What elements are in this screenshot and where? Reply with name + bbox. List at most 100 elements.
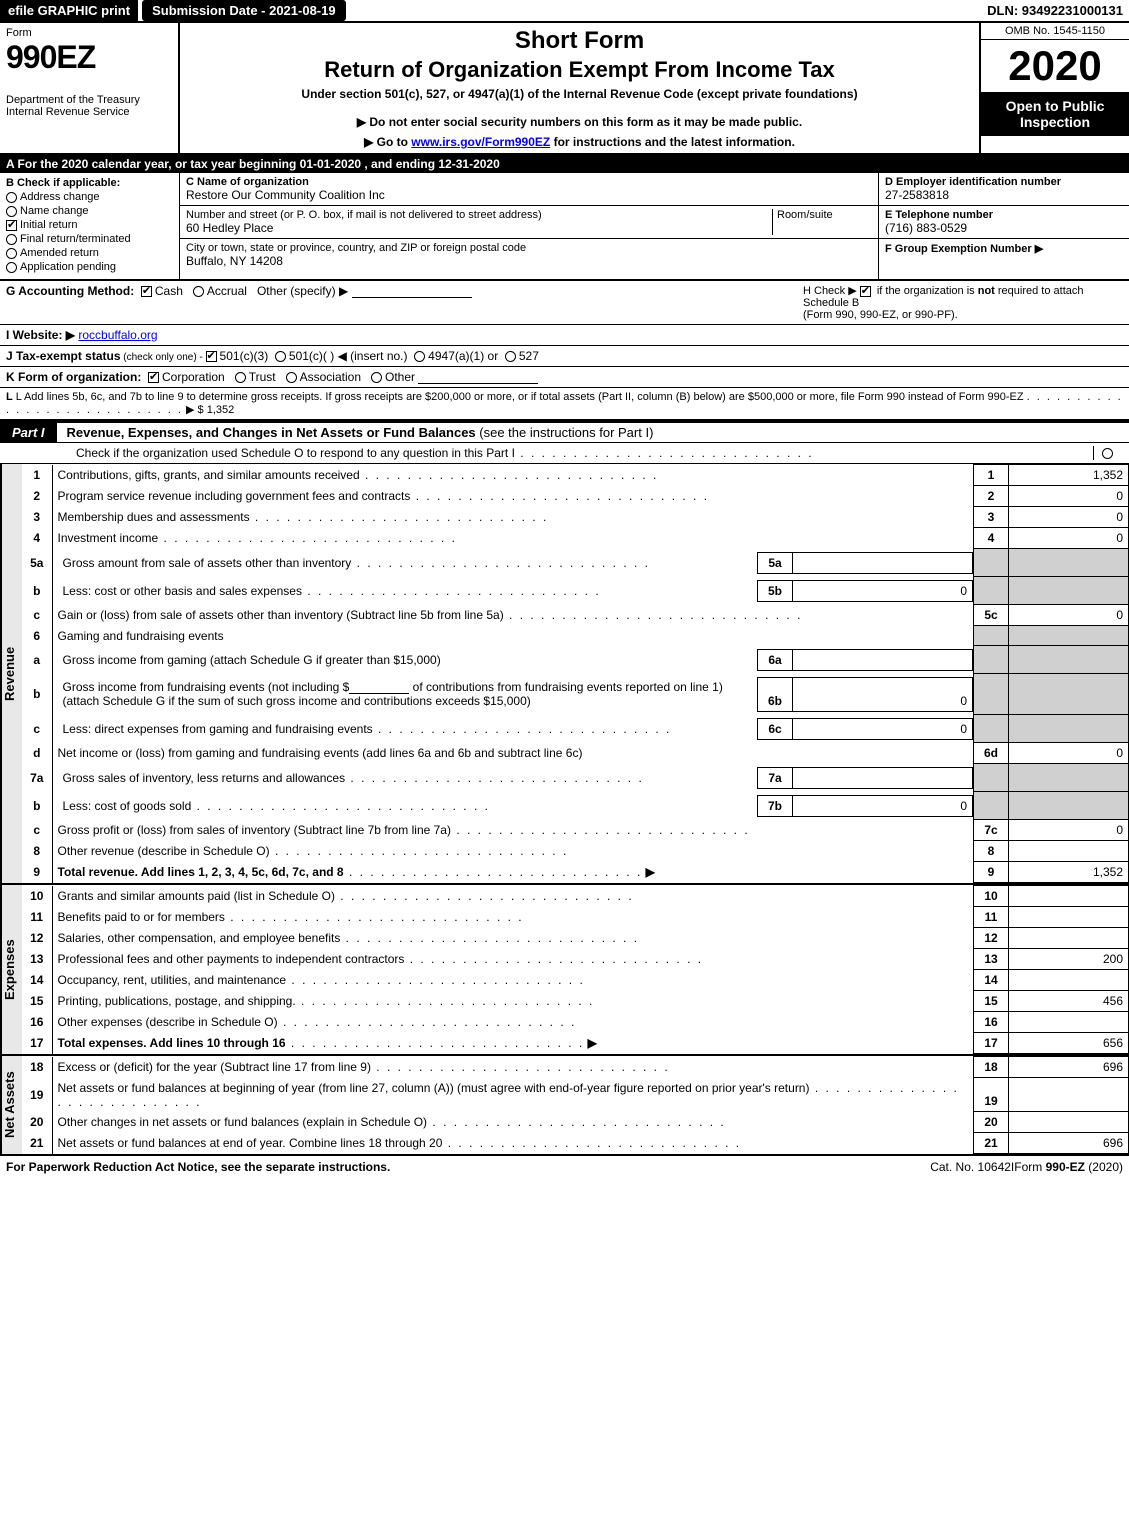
website-link[interactable]: roccbuffalo.org: [78, 328, 157, 342]
org-city: Buffalo, NY 14208: [186, 254, 872, 268]
amt-18: 696: [1009, 1057, 1129, 1078]
amt-14: [1009, 970, 1129, 991]
netassets-side-label: Net Assets: [0, 1056, 22, 1154]
e-tel-label: E Telephone number: [885, 209, 1123, 221]
k-corp[interactable]: [148, 372, 159, 383]
c-addr-label: Number and street (or P. O. box, if mail…: [186, 209, 772, 221]
expenses-section: Expenses 10Grants and similar amounts pa…: [0, 885, 1129, 1056]
header-left: Form 990EZ Department of the Treasury In…: [0, 23, 180, 153]
revenue-side-label: Revenue: [0, 464, 22, 883]
g-other-value[interactable]: [352, 297, 472, 298]
c-city-label: City or town, state or province, country…: [186, 242, 872, 254]
section-d-e-f: D Employer identification number 27-2583…: [879, 173, 1129, 279]
org-address: 60 Hedley Place: [186, 221, 772, 235]
dln: DLN: 93492231000131: [987, 3, 1129, 18]
amt-15: 456: [1009, 991, 1129, 1012]
footer-right: Form 990-EZ (2020): [1014, 1160, 1123, 1174]
line-l: L L Add lines 5b, 6c, and 7b to line 9 t…: [0, 388, 1129, 421]
chk-address-change[interactable]: Address change: [6, 191, 173, 203]
chk-initial-return[interactable]: Initial return: [6, 219, 173, 231]
g-label: G Accounting Method:: [6, 284, 134, 298]
netassets-section: Net Assets 18Excess or (deficit) for the…: [0, 1056, 1129, 1156]
c-name-label: C Name of organization: [186, 176, 872, 188]
j-501c[interactable]: [275, 351, 286, 362]
amt-5c: 0: [1009, 605, 1129, 626]
amt-9: 1,352: [1009, 862, 1129, 883]
amt-7c: 0: [1009, 820, 1129, 841]
g-accrual-check[interactable]: [193, 286, 204, 297]
amt-20: [1009, 1112, 1129, 1133]
amt-21: 696: [1009, 1133, 1129, 1154]
amt-4: 0: [1009, 528, 1129, 549]
j-label: J Tax-exempt status: [6, 349, 121, 363]
amt-3: 0: [1009, 507, 1129, 528]
irs-link[interactable]: www.irs.gov/Form990EZ: [411, 135, 550, 149]
amt-16: [1009, 1012, 1129, 1033]
revenue-table: 1Contributions, gifts, grants, and simil…: [22, 464, 1129, 883]
part1-tab: Part I: [0, 423, 57, 442]
efile-label[interactable]: efile GRAPHIC print: [0, 0, 138, 21]
revenue-section: Revenue 1Contributions, gifts, grants, a…: [0, 464, 1129, 885]
top-bar: efile GRAPHIC print Submission Date - 20…: [0, 0, 1129, 23]
k-label: K Form of organization:: [6, 370, 141, 384]
netassets-table: 18Excess or (deficit) for the year (Subt…: [22, 1056, 1129, 1154]
amt-11: [1009, 907, 1129, 928]
sub3-pre: ▶ Go to: [364, 135, 411, 149]
amt-13: 200: [1009, 949, 1129, 970]
line-k: K Form of organization: Corporation Trus…: [0, 367, 1129, 388]
part1-check[interactable]: [1102, 448, 1113, 459]
open-to-public: Open to Public Inspection: [981, 92, 1129, 136]
page-footer: For Paperwork Reduction Act Notice, see …: [0, 1156, 1129, 1178]
submission-date: Submission Date - 2021-08-19: [142, 0, 346, 21]
j-501c3[interactable]: [206, 351, 217, 362]
h-check[interactable]: [860, 286, 871, 297]
line-h: H Check ▶ if the organization is not req…: [803, 284, 1123, 321]
tax-year: 2020: [981, 40, 1129, 92]
entity-block: B Check if applicable: Address change Na…: [0, 173, 1129, 281]
line-a: A For the 2020 calendar year, or tax yea…: [0, 155, 1129, 173]
d-ein-label: D Employer identification number: [885, 176, 1123, 188]
amt-19: [1009, 1078, 1129, 1112]
chk-final-return[interactable]: Final return/terminated: [6, 233, 173, 245]
j-527[interactable]: [505, 351, 516, 362]
expenses-side-label: Expenses: [0, 885, 22, 1054]
chk-amended-return[interactable]: Amended return: [6, 247, 173, 259]
return-title: Return of Organization Exempt From Incom…: [188, 57, 971, 83]
line-j: J Tax-exempt status (check only one) - 5…: [0, 346, 1129, 367]
subtitle-2: ▶ Do not enter social security numbers o…: [188, 115, 971, 129]
footer-cat: Cat. No. 10642I: [930, 1160, 1014, 1174]
short-form-title: Short Form: [188, 27, 971, 55]
header-right: OMB No. 1545-1150 2020 Open to Public In…: [979, 23, 1129, 153]
k-assoc[interactable]: [286, 372, 297, 383]
i-label: I Website: ▶: [6, 328, 75, 342]
amt-2: 0: [1009, 486, 1129, 507]
part1-check-line: Check if the organization used Schedule …: [0, 443, 1129, 464]
l-amount: 1,352: [207, 404, 235, 416]
part1-header: Part I Revenue, Expenses, and Changes in…: [0, 421, 1129, 443]
amt-17: 656: [1009, 1033, 1129, 1054]
amt-8: [1009, 841, 1129, 862]
header-center: Short Form Return of Organization Exempt…: [180, 23, 979, 153]
amt-6d: 0: [1009, 743, 1129, 764]
chk-application-pending[interactable]: Application pending: [6, 261, 173, 273]
amt-1: 1,352: [1009, 465, 1129, 486]
org-name: Restore Our Community Coalition Inc: [186, 188, 872, 202]
subtitle-3: ▶ Go to www.irs.gov/Form990EZ for instru…: [188, 135, 971, 149]
ein: 27-2583818: [885, 188, 1123, 202]
footer-left: For Paperwork Reduction Act Notice, see …: [6, 1160, 930, 1174]
subtitle-1: Under section 501(c), 527, or 4947(a)(1)…: [188, 87, 971, 101]
k-trust[interactable]: [235, 372, 246, 383]
department: Department of the Treasury Internal Reve…: [6, 94, 172, 118]
form-number: 990EZ: [6, 39, 172, 76]
section-c: C Name of organization Restore Our Commu…: [180, 173, 879, 279]
line-i: I Website: ▶ roccbuffalo.org: [0, 325, 1129, 346]
omb-number: OMB No. 1545-1150: [981, 23, 1129, 40]
chk-name-change[interactable]: Name change: [6, 205, 173, 217]
j-4947[interactable]: [414, 351, 425, 362]
k-other[interactable]: [371, 372, 382, 383]
f-group-label: F Group Exemption Number ▶: [885, 242, 1123, 255]
sub3-post: for instructions and the latest informat…: [550, 135, 795, 149]
line-g-h: G Accounting Method: Cash Accrual Other …: [0, 281, 1129, 325]
section-b: B Check if applicable: Address change Na…: [0, 173, 180, 279]
g-cash-check[interactable]: [141, 286, 152, 297]
